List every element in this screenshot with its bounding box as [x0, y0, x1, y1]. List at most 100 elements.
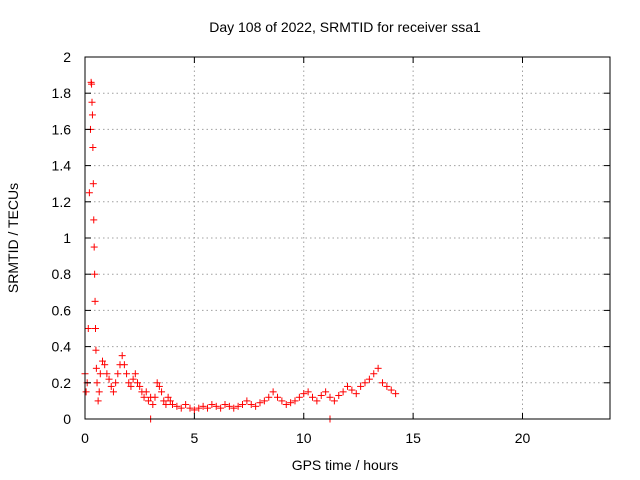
- data-point: [177, 404, 185, 412]
- data-point: [136, 382, 144, 390]
- x-tick-label: 5: [190, 430, 198, 446]
- data-point: [103, 370, 111, 378]
- data-point: [326, 393, 334, 401]
- data-point: [131, 370, 139, 378]
- data-point: [149, 401, 157, 409]
- data-point: [166, 397, 174, 405]
- data-point: [274, 393, 281, 401]
- grid: [85, 57, 610, 419]
- data-point: [379, 379, 386, 387]
- data-point: [151, 393, 159, 401]
- data-point: [173, 402, 181, 410]
- data-point: [212, 402, 220, 410]
- y-tick-label: 0: [63, 411, 71, 427]
- data-point: [304, 388, 312, 396]
- data-point: [85, 189, 93, 197]
- data-point: [309, 393, 316, 401]
- data-point: [162, 401, 170, 409]
- data-point: [208, 401, 216, 409]
- data-point: [123, 370, 131, 378]
- data-point: [190, 406, 198, 414]
- data-point: [361, 379, 369, 387]
- y-tick-label: 0.4: [52, 339, 72, 355]
- data-point: [96, 370, 104, 378]
- axes: 0 5 10 15 20 0 0.2 0.4 0.6 0.8 1 1.2 1.4 1.6 1.8 2: [52, 49, 610, 446]
- data-point: [195, 404, 203, 412]
- data-point: [383, 382, 391, 390]
- data-point: [287, 399, 295, 407]
- data-point: [313, 397, 321, 405]
- data-point: [92, 325, 99, 332]
- data-point: [186, 404, 194, 412]
- data-points: [81, 78, 400, 423]
- data-point: [94, 397, 102, 405]
- data-point: [234, 402, 242, 410]
- y-tick-label: 1.8: [52, 85, 72, 101]
- data-point: [89, 180, 97, 188]
- data-point: [230, 404, 238, 412]
- chart-title: Day 108 of 2022, SRMTID for receiver ssa…: [209, 19, 481, 35]
- x-tick-label: 15: [405, 430, 421, 446]
- data-point: [142, 388, 150, 396]
- data-point: [357, 382, 365, 390]
- data-point: [169, 401, 176, 409]
- data-point: [322, 388, 330, 396]
- data-point: [239, 401, 246, 409]
- data-point: [221, 401, 229, 409]
- data-point: [282, 401, 290, 409]
- data-point: [155, 382, 163, 390]
- data-point: [160, 397, 168, 405]
- data-point: [164, 393, 172, 401]
- x-tick-label: 20: [515, 430, 531, 446]
- data-point: [374, 364, 382, 372]
- data-point: [335, 391, 343, 399]
- data-point: [88, 80, 96, 88]
- data-point: [118, 352, 126, 360]
- data-point: [217, 404, 225, 412]
- data-point: [90, 243, 98, 251]
- data-point: [88, 111, 96, 119]
- data-point: [134, 379, 141, 387]
- data-point: [199, 402, 207, 410]
- data-point: [92, 364, 100, 372]
- data-point: [109, 388, 117, 396]
- data-point: [252, 402, 260, 410]
- data-point: [278, 397, 286, 405]
- data-point: [330, 397, 338, 405]
- data-point: [243, 397, 251, 405]
- data-point: [260, 397, 268, 405]
- data-point: [88, 98, 96, 106]
- data-point: [140, 393, 148, 401]
- data-point: [225, 402, 233, 410]
- x-tick-label: 0: [81, 430, 89, 446]
- data-point: [144, 397, 152, 405]
- data-point: [114, 370, 122, 378]
- data-point: [93, 379, 101, 387]
- data-point: [247, 401, 255, 409]
- data-point: [82, 388, 90, 396]
- data-point: [317, 391, 325, 399]
- y-tick-label: 2: [63, 49, 71, 65]
- data-point: [265, 393, 273, 401]
- data-point: [120, 361, 128, 369]
- data-point: [91, 297, 99, 305]
- y-tick-label: 1: [63, 230, 71, 246]
- data-point: [84, 325, 92, 332]
- data-point: [392, 390, 400, 398]
- data-point: [129, 375, 137, 383]
- data-point: [269, 388, 277, 396]
- y-tick-label: 1.6: [52, 121, 72, 137]
- data-point: [127, 382, 135, 390]
- y-axis-label: SRMTID / TECUs: [5, 183, 21, 293]
- y-tick-label: 1.4: [52, 158, 72, 174]
- data-point: [365, 375, 373, 383]
- data-point: [112, 379, 120, 387]
- data-point: [90, 216, 98, 224]
- y-tick-label: 0.8: [52, 266, 72, 282]
- data-point: [339, 388, 347, 396]
- y-tick-label: 1.2: [52, 194, 72, 210]
- data-point: [387, 386, 395, 394]
- data-point: [107, 382, 115, 390]
